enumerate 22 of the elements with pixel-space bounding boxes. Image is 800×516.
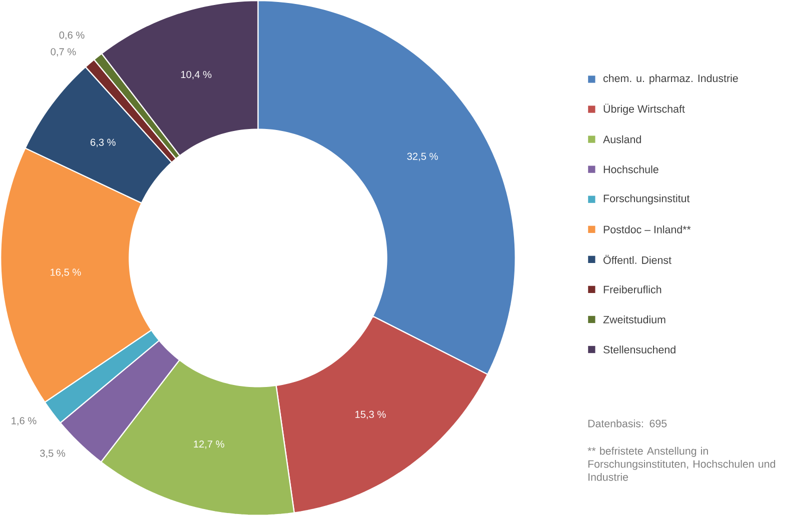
data-label: 15,3 % <box>355 410 386 420</box>
legend-label: Stellensuchend <box>603 346 676 354</box>
legend-label: chem. u. pharmaz. Industrie <box>603 74 738 84</box>
legend-label: Postdoc – Inland** <box>604 225 691 234</box>
data-label: 6,3 % <box>90 138 116 148</box>
data-label: 1,6 % <box>12 417 36 426</box>
data-label: 10,4 % <box>181 70 212 80</box>
legend-label: Hochschule <box>604 165 658 174</box>
data-label: 16,5 % <box>50 268 81 277</box>
legend-label: Forschungsinstitut <box>604 194 690 204</box>
text: ** befristete Anstellung in Forschungsinstituten, Hochschulen und Industrie <box>588 446 776 481</box>
legend-label: Übrige Wirtschaft <box>604 104 685 115</box>
legend-label: Öffentl. Dienst <box>604 254 672 264</box>
data-label: 3,5 % <box>40 450 66 458</box>
legend-label: Ausland <box>603 135 641 144</box>
data-label: 0,7 % <box>50 48 76 57</box>
data-label: 0,6 % <box>59 32 84 40</box>
text: Datenbasis: 695 <box>588 419 667 428</box>
legend-label: Freiberuflich <box>604 286 662 294</box>
legend-label: Zweitstudium <box>603 316 666 324</box>
data-label: 32,5 % <box>407 152 438 162</box>
data-label: 12,7 % <box>194 440 224 449</box>
